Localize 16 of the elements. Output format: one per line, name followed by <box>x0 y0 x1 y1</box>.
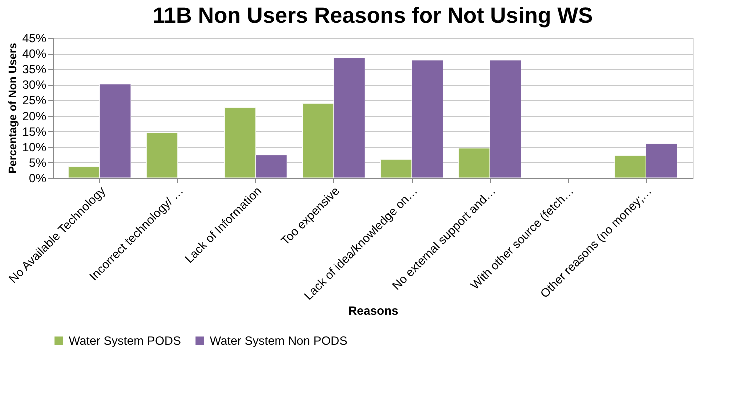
y-tick-label: 30% <box>22 78 47 92</box>
legend-label: Water System PODS <box>69 334 182 348</box>
y-tick-label: 25% <box>22 94 47 108</box>
y-axis-title: Percentage of Non Users <box>7 43 20 174</box>
y-tick-label: 35% <box>22 62 47 77</box>
bar <box>146 132 178 178</box>
y-tick-label: 0% <box>29 172 47 186</box>
legend-label: Water System Non PODS <box>210 334 348 348</box>
y-tick-label: 40% <box>22 47 47 62</box>
y-tick-label: 45% <box>22 32 47 46</box>
y-tick-label: 15% <box>22 124 47 139</box>
y-tick-label: 10% <box>22 140 47 154</box>
y-tick-label: 5% <box>29 156 47 170</box>
y-tick-label: 20% <box>22 109 47 124</box>
x-axis-title: Reasons <box>348 304 399 318</box>
chart-title: 11B Non Users Reasons for Not Using WS <box>152 3 594 28</box>
